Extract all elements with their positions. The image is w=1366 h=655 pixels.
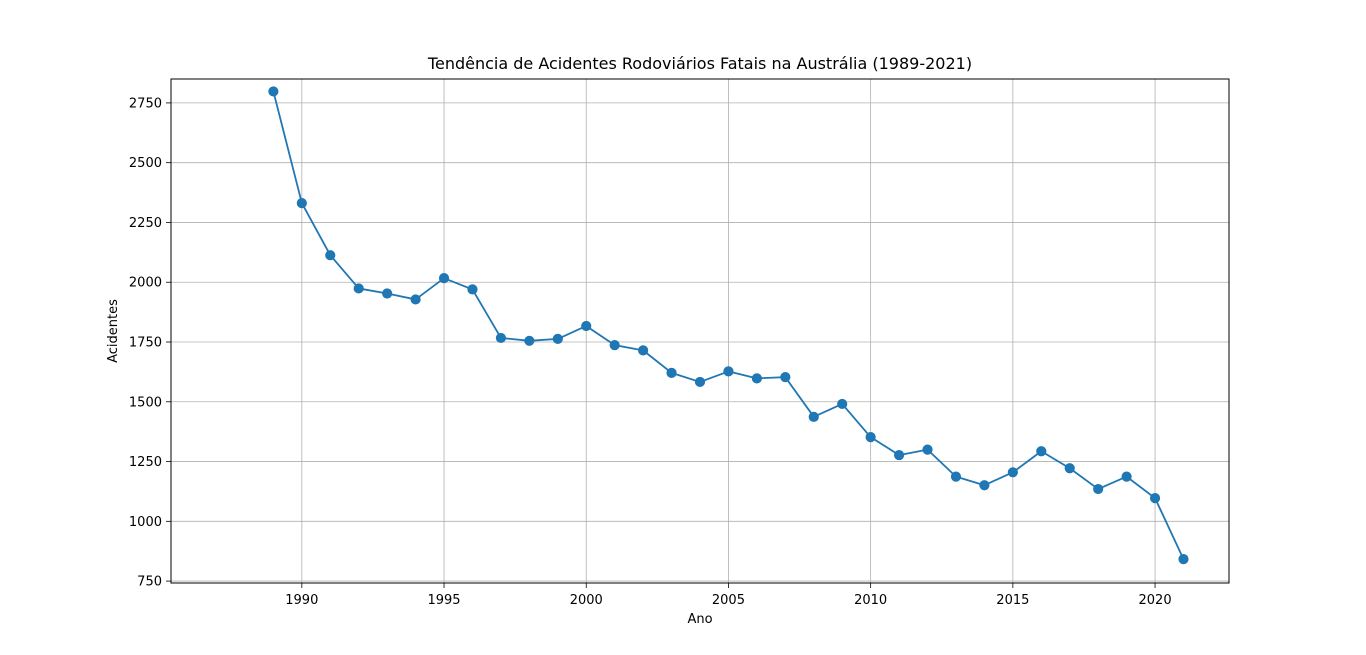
data-point	[808, 411, 819, 422]
data-point	[751, 373, 762, 384]
data-point	[438, 273, 450, 284]
data-point	[296, 197, 307, 209]
data-point	[780, 372, 791, 383]
data-point	[410, 294, 421, 305]
y-tick-label: 2250	[129, 216, 162, 231]
data-point	[723, 366, 734, 377]
y-axis-label: Acidentes	[106, 299, 121, 363]
data-point	[581, 320, 592, 332]
y-tick-label: 750	[137, 575, 162, 590]
y-tick-label: 2750	[129, 96, 162, 111]
chart-title: Tendência de Acidentes Rodoviários Fatai…	[427, 54, 972, 73]
y-tick-label: 2500	[129, 156, 162, 171]
x-tick-label: 2005	[712, 593, 745, 608]
data-point	[609, 340, 620, 351]
data-series	[268, 86, 1189, 565]
data-point	[979, 480, 990, 491]
y-axis-ticks: 750 1000 1250 1500 1750 2000 2250 2500 2750	[129, 96, 171, 590]
data-point	[353, 283, 364, 294]
data-point	[922, 444, 933, 455]
data-point	[666, 367, 677, 378]
data-point	[524, 335, 535, 346]
data-point	[1007, 467, 1018, 478]
x-tick-label: 1995	[427, 593, 460, 608]
data-point	[1064, 463, 1075, 474]
data-point	[950, 471, 962, 482]
x-tick-label: 2020	[1139, 593, 1172, 608]
grid-lines	[171, 79, 1229, 583]
data-point	[495, 332, 507, 344]
plot-frame	[170, 78, 1230, 584]
data-point	[552, 333, 563, 344]
x-axis-ticks: 1990 1995 2000 2005 2010 2015 2020	[285, 583, 1172, 608]
data-point	[837, 398, 848, 410]
data-point	[1121, 471, 1132, 482]
data-point	[865, 432, 876, 443]
x-tick-label: 2015	[996, 593, 1029, 608]
x-tick-label: 2010	[854, 593, 887, 608]
x-tick-label: 2000	[570, 593, 603, 608]
data-point	[1036, 446, 1047, 457]
data-point	[1149, 493, 1161, 504]
data-point	[1178, 553, 1189, 565]
x-tick-label: 1990	[285, 593, 318, 608]
data-point	[325, 250, 336, 261]
y-tick-label: 1250	[129, 455, 162, 470]
x-axis-label: Ano	[687, 612, 712, 627]
data-point	[382, 288, 393, 299]
y-tick-label: 1500	[129, 395, 162, 410]
data-point	[893, 449, 905, 461]
y-tick-label: 1000	[129, 515, 162, 530]
data-point	[268, 86, 279, 97]
data-point	[467, 284, 478, 295]
data-point	[694, 376, 706, 388]
y-tick-label: 2000	[129, 276, 162, 291]
data-point	[638, 345, 649, 356]
y-tick-label: 1750	[129, 335, 162, 350]
data-point	[1093, 483, 1104, 495]
